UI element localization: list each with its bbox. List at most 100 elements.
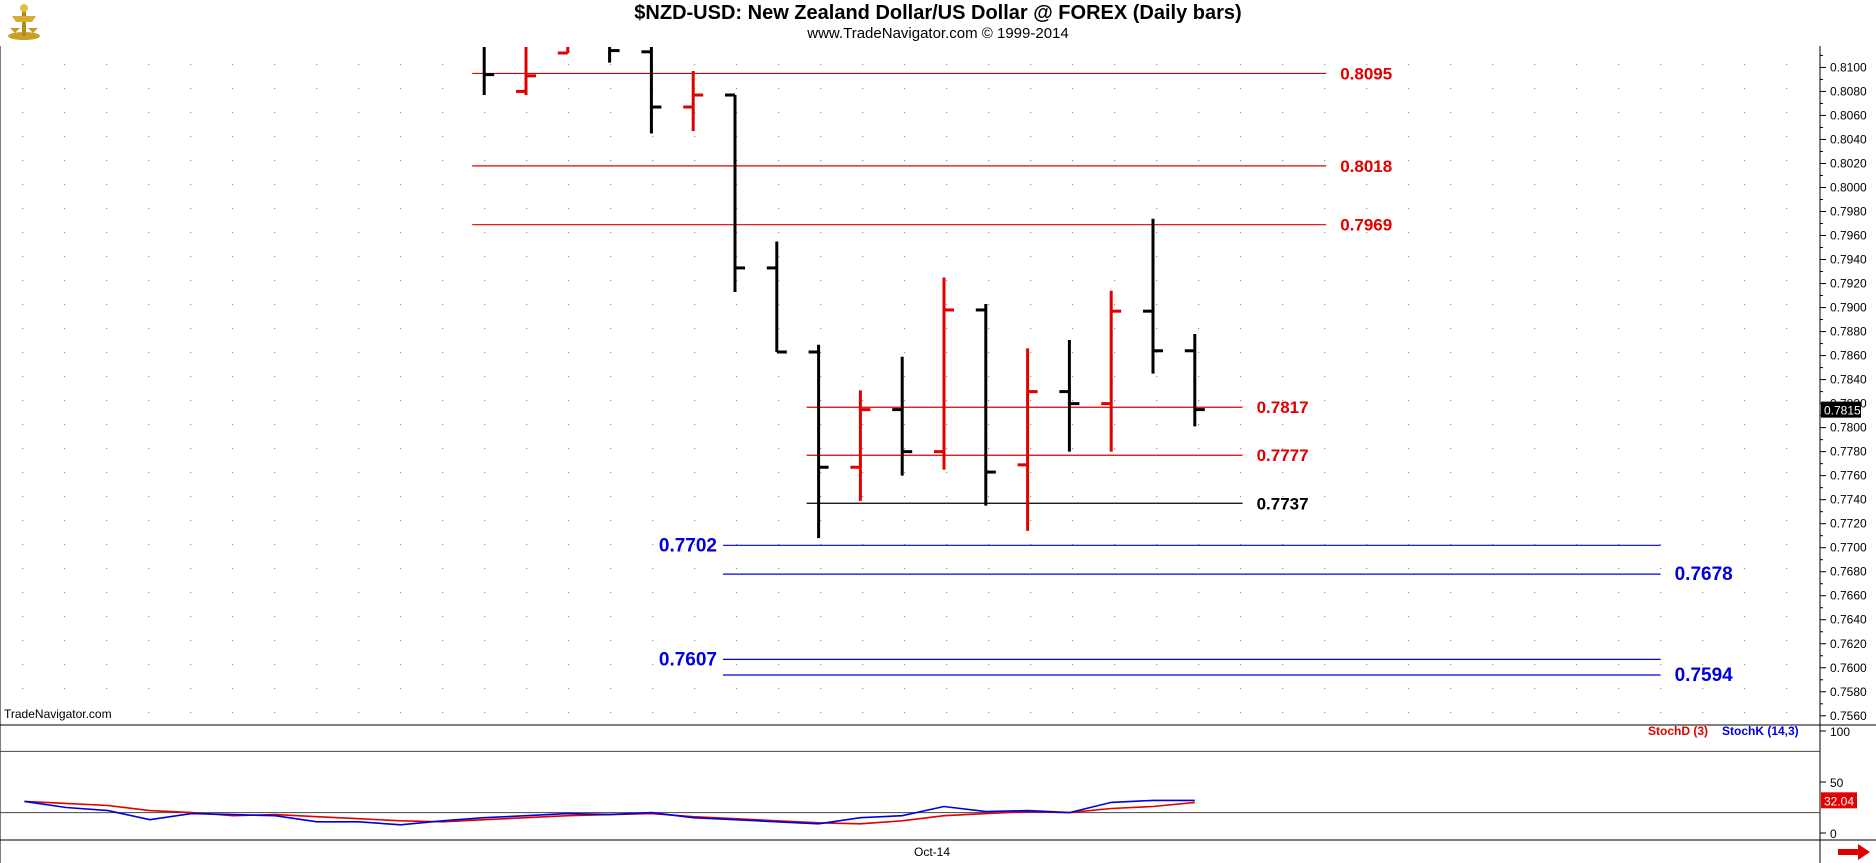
grid-dot xyxy=(1240,352,1242,354)
y-tick-label: 0.7920 xyxy=(1830,277,1867,291)
grid-dot xyxy=(400,664,402,666)
grid-dot xyxy=(1786,472,1788,474)
grid-dot xyxy=(1786,424,1788,426)
grid-dot xyxy=(274,448,276,450)
grid-dot xyxy=(106,112,108,114)
grid-dot xyxy=(946,352,948,354)
grid-dot xyxy=(484,472,486,474)
grid-dot xyxy=(148,376,150,378)
grid-dot xyxy=(694,616,696,618)
grid-dot xyxy=(1660,328,1662,330)
grid-dot xyxy=(232,184,234,186)
grid-dot xyxy=(568,424,570,426)
grid-dot xyxy=(442,352,444,354)
y-tick-label: 0.7680 xyxy=(1830,565,1867,579)
grid-dot xyxy=(1198,496,1200,498)
grid-dot xyxy=(274,376,276,378)
grid-dot xyxy=(400,568,402,570)
grid-dot xyxy=(22,616,24,618)
grid-dot xyxy=(400,640,402,642)
ohlc-bars xyxy=(482,47,1205,539)
grid-dot xyxy=(190,544,192,546)
grid-dot xyxy=(1030,544,1032,546)
grid-dot xyxy=(1492,616,1494,618)
grid-dot xyxy=(442,328,444,330)
grid-dot xyxy=(1408,88,1410,90)
grid-dot xyxy=(274,592,276,594)
grid-dot xyxy=(1240,448,1242,450)
grid-dot xyxy=(1450,376,1452,378)
grid-dot xyxy=(1576,616,1578,618)
grid-dot xyxy=(190,400,192,402)
grid-dot xyxy=(1030,496,1032,498)
grid-dot xyxy=(736,496,738,498)
grid-dot xyxy=(694,328,696,330)
grid-dot xyxy=(1198,88,1200,90)
grid-dot xyxy=(1198,544,1200,546)
grid-dot xyxy=(988,64,990,66)
grid-dot xyxy=(862,640,864,642)
grid-dot xyxy=(1660,64,1662,66)
grid-dot xyxy=(526,472,528,474)
grid-dot xyxy=(988,712,990,714)
grid-dot xyxy=(1450,160,1452,162)
grid-dot xyxy=(820,256,822,258)
grid-dot xyxy=(1660,352,1662,354)
grid-dot xyxy=(568,64,570,66)
grid-dot xyxy=(694,400,696,402)
grid-dot xyxy=(1408,208,1410,210)
grid-dot xyxy=(22,112,24,114)
grid-dot xyxy=(526,664,528,666)
grid-dot xyxy=(1534,472,1536,474)
grid-dot xyxy=(946,712,948,714)
grid-dot xyxy=(1702,112,1704,114)
grid-dot xyxy=(1576,400,1578,402)
grid-dot xyxy=(694,64,696,66)
grid-dot xyxy=(148,280,150,282)
ohlc-bar xyxy=(1143,218,1163,374)
grid-dot xyxy=(1156,400,1158,402)
grid-dot xyxy=(694,520,696,522)
grid-dot xyxy=(1114,160,1116,162)
grid-dot xyxy=(1030,352,1032,354)
grid-dot xyxy=(694,640,696,642)
grid-dot xyxy=(400,352,402,354)
grid-dot xyxy=(1744,592,1746,594)
grid-dot xyxy=(1156,304,1158,306)
grid-dot xyxy=(442,280,444,282)
grid-dot xyxy=(1408,616,1410,618)
grid-dot xyxy=(1576,496,1578,498)
grid-dot xyxy=(1240,640,1242,642)
grid-dot xyxy=(778,616,780,618)
grid-dot xyxy=(1576,568,1578,570)
grid-dot xyxy=(1450,136,1452,138)
grid-dot xyxy=(106,640,108,642)
grid-dot xyxy=(652,664,654,666)
grid-dot xyxy=(232,544,234,546)
grid-dot xyxy=(484,712,486,714)
grid-dot xyxy=(1576,640,1578,642)
grid-dot xyxy=(946,520,948,522)
grid-dot xyxy=(1702,184,1704,186)
y-tick-label: 0.7620 xyxy=(1830,637,1867,651)
grid-dot xyxy=(1240,184,1242,186)
grid-dot xyxy=(1618,160,1620,162)
grid-dot xyxy=(1198,160,1200,162)
grid-dot xyxy=(1450,520,1452,522)
grid-dot xyxy=(1072,64,1074,66)
grid-dot xyxy=(274,400,276,402)
grid-dot xyxy=(1366,184,1368,186)
grid-dot xyxy=(694,424,696,426)
grid-dot xyxy=(610,424,612,426)
grid-dot xyxy=(1618,208,1620,210)
scroll-right-arrow-icon[interactable] xyxy=(1836,843,1872,861)
grid-dot xyxy=(778,472,780,474)
grid-dot xyxy=(1366,640,1368,642)
grid-dot xyxy=(400,616,402,618)
grid-dot xyxy=(988,568,990,570)
grid-dot xyxy=(652,688,654,690)
grid-dot xyxy=(1282,232,1284,234)
grid-dot xyxy=(1282,448,1284,450)
grid-dot xyxy=(610,568,612,570)
grid-dot xyxy=(652,232,654,234)
